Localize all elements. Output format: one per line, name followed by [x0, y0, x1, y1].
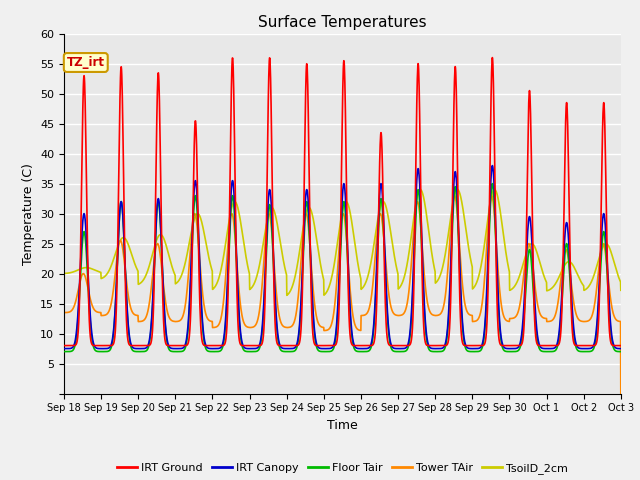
X-axis label: Time: Time	[327, 419, 358, 432]
Text: TZ_irt: TZ_irt	[67, 56, 105, 69]
Legend: IRT Ground, IRT Canopy, Floor Tair, Tower TAir, TsoilD_2cm: IRT Ground, IRT Canopy, Floor Tair, Towe…	[112, 458, 573, 478]
Y-axis label: Temperature (C): Temperature (C)	[22, 163, 35, 264]
Title: Surface Temperatures: Surface Temperatures	[258, 15, 427, 30]
